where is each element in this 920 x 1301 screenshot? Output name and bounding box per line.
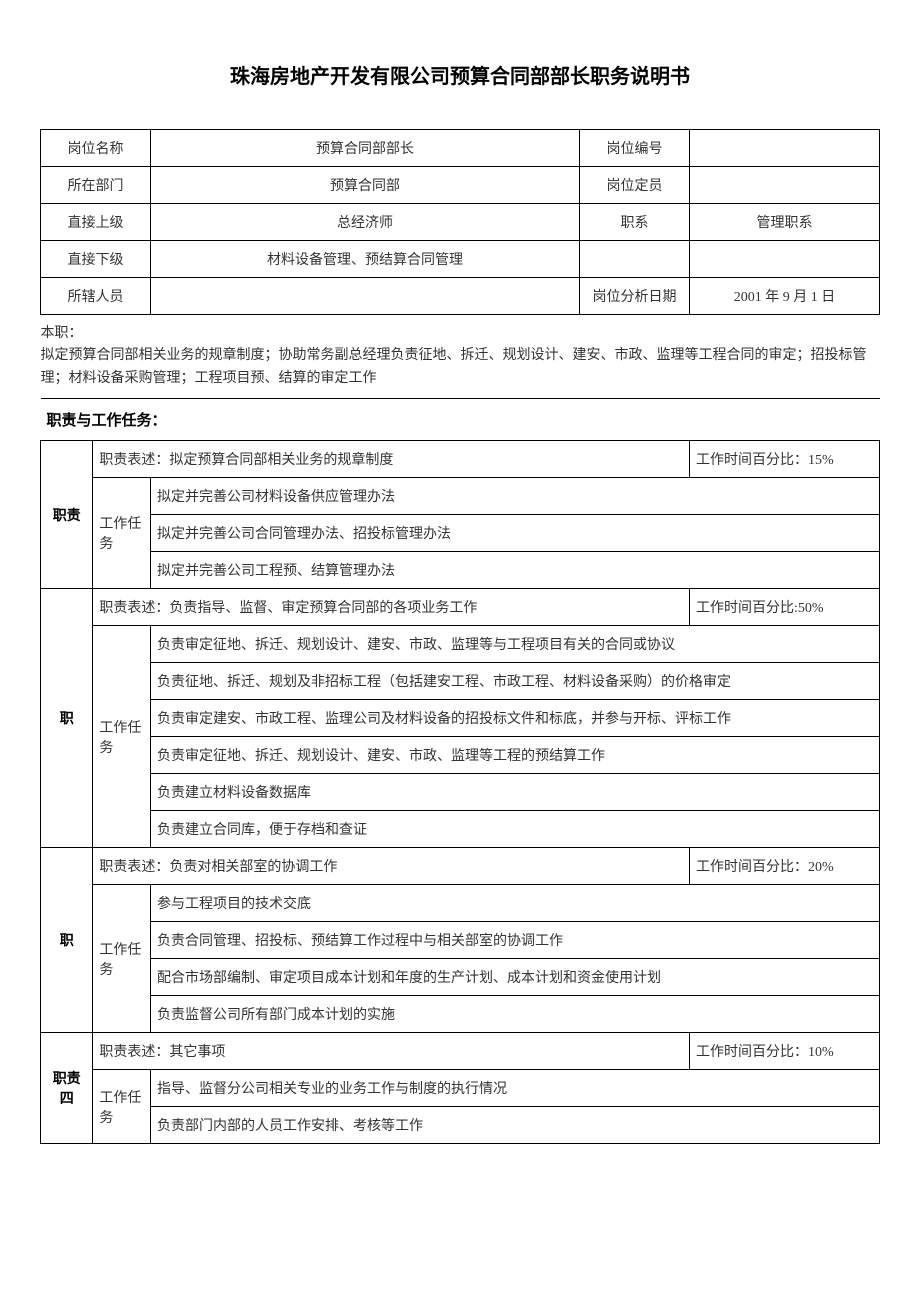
- position-name-label: 岗位名称: [41, 130, 151, 167]
- duty-2-task-5: 负责建立材料设备数据库: [151, 774, 880, 811]
- duty-2-task-6: 负责建立合同库，便于存档和查证: [151, 811, 880, 848]
- duty-4-desc: 职责表述：其它事项: [93, 1033, 690, 1070]
- position-quota-label: 岗位定员: [580, 167, 690, 204]
- duty-3-task-2: 负责合同管理、招投标、预结算工作过程中与相关部室的协调工作: [151, 922, 880, 959]
- duty-2-time: 工作时间百分比:50%: [690, 589, 880, 626]
- duty-3-task-4: 负责监督公司所有部门成本计划的实施: [151, 996, 880, 1033]
- position-quota-value: [690, 167, 880, 204]
- staff-value: [151, 278, 580, 315]
- department-label: 所在部门: [41, 167, 151, 204]
- duty-1-label: 职责: [41, 441, 93, 589]
- duty-3-label: 职: [41, 848, 93, 1033]
- duty-2-task-4: 负责审定征地、拆迁、规划设计、建安、市政、监理等工程的预结算工作: [151, 737, 880, 774]
- direct-subordinate-label: 直接下级: [41, 241, 151, 278]
- department-value: 预算合同部: [151, 167, 580, 204]
- benzhi-content: 拟定预算合同部相关业务的规章制度；协助常务副总经理负责征地、拆迁、规划设计、建安…: [41, 348, 867, 385]
- duty-2-task-3: 负责审定建安、市政工程、监理公司及材料设备的招投标文件和标底，并参与开标、评标工…: [151, 700, 880, 737]
- blank-value: [690, 241, 880, 278]
- duty-1-task-2: 拟定并完善公司合同管理办法、招投标管理办法: [151, 515, 880, 552]
- blank-label: [580, 241, 690, 278]
- direct-superior-label: 直接上级: [41, 204, 151, 241]
- duty-4-label: 职责四: [41, 1033, 93, 1144]
- job-series-label: 职系: [580, 204, 690, 241]
- position-code-value: [690, 130, 880, 167]
- duty-2-task-1: 负责审定征地、拆迁、规划设计、建安、市政、监理等与工程项目有关的合同或协议: [151, 626, 880, 663]
- duty-2-label: 职: [41, 589, 93, 848]
- duty-3-desc: 职责表述：负责对相关部室的协调工作: [93, 848, 690, 885]
- duty-1-task-label: 工作任务: [93, 478, 151, 589]
- duty-1-task-1: 拟定并完善公司材料设备供应管理办法: [151, 478, 880, 515]
- position-code-label: 岗位编号: [580, 130, 690, 167]
- duty-3-task-label: 工作任务: [93, 885, 151, 1033]
- duty-3-task-3: 配合市场部编制、审定项目成本计划和年度的生产计划、成本计划和资金使用计划: [151, 959, 880, 996]
- job-description-table: 岗位名称 预算合同部部长 岗位编号 所在部门 预算合同部 岗位定员 直接上级 总…: [40, 129, 880, 1144]
- duty-2-task-label: 工作任务: [93, 626, 151, 848]
- duty-4-task-1: 指导、监督分公司相关专业的业务工作与制度的执行情况: [151, 1070, 880, 1107]
- direct-superior-value: 总经济师: [151, 204, 580, 241]
- duty-1-desc: 职责表述：拟定预算合同部相关业务的规章制度: [93, 441, 690, 478]
- benzhi-header: 本职：: [41, 326, 83, 341]
- duty-4-time: 工作时间百分比：10%: [690, 1033, 880, 1070]
- document-title: 珠海房地产开发有限公司预算合同部部长职务说明书: [40, 60, 880, 89]
- position-name-value: 预算合同部部长: [151, 130, 580, 167]
- duty-3-time: 工作时间百分比：20%: [690, 848, 880, 885]
- duty-4-task-label: 工作任务: [93, 1070, 151, 1144]
- analysis-date-label: 岗位分析日期: [580, 278, 690, 315]
- analysis-date-value: 2001 年 9 月 1 日: [690, 278, 880, 315]
- job-series-value: 管理职系: [690, 204, 880, 241]
- duty-1-task-3: 拟定并完善公司工程预、结算管理办法: [151, 552, 880, 589]
- duty-1-time: 工作时间百分比：15%: [690, 441, 880, 478]
- duty-3-task-1: 参与工程项目的技术交底: [151, 885, 880, 922]
- staff-label: 所辖人员: [41, 278, 151, 315]
- duty-4-task-2: 负责部门内部的人员工作安排、考核等工作: [151, 1107, 880, 1144]
- duty-2-desc: 职责表述：负责指导、监督、审定预算合同部的各项业务工作: [93, 589, 690, 626]
- benzhi-section: 本职： 拟定预算合同部相关业务的规章制度；协助常务副总经理负责征地、拆迁、规划设…: [41, 315, 880, 399]
- duty-2-task-2: 负责征地、拆迁、规划及非招标工程（包括建安工程、市政工程、材料设备采购）的价格审…: [151, 663, 880, 700]
- duties-header: 职责与工作任务：: [41, 399, 880, 441]
- direct-subordinate-value: 材料设备管理、预结算合同管理: [151, 241, 580, 278]
